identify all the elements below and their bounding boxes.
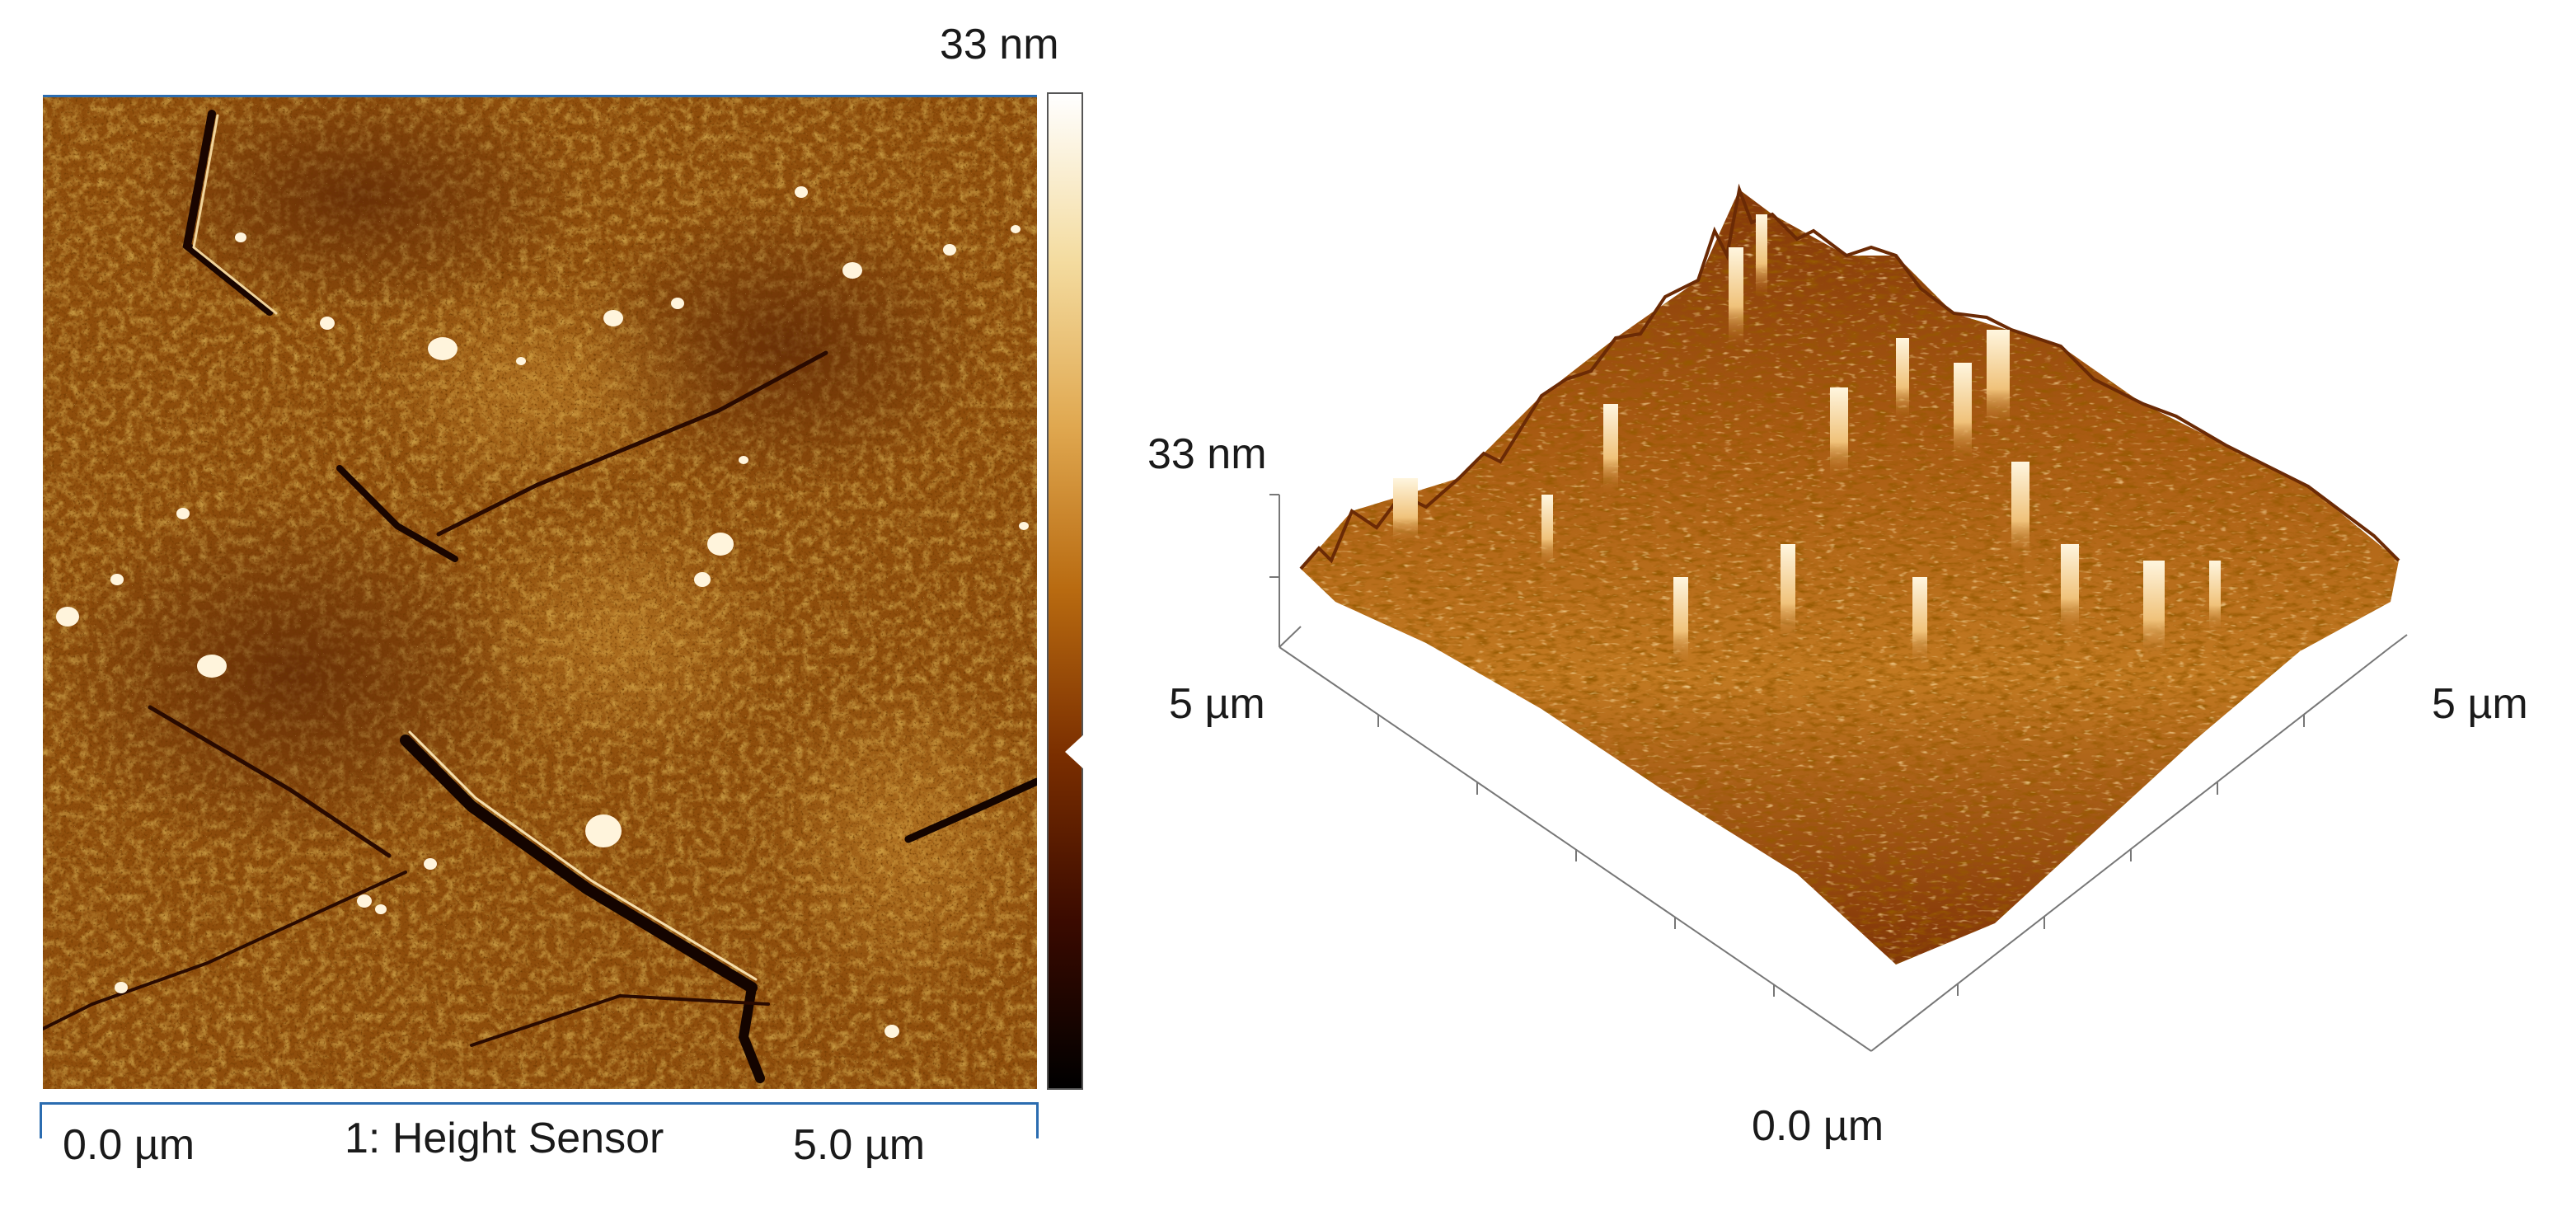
surface-3d-plot [1269, 132, 2448, 1125]
height-map-image [43, 95, 1037, 1089]
colorbar-marker-icon [1065, 732, 1086, 772]
right-axis-label: 5 µm [2432, 680, 2528, 728]
color-scale-bar [1047, 92, 1083, 1090]
origin-label: 0.0 µm [1752, 1102, 1884, 1150]
z-axis-label: 33 nm [1147, 430, 1267, 478]
left-axis-label: 5 µm [1169, 680, 1265, 728]
scale-bracket [40, 1102, 1039, 1138]
x-end-label: 5.0 µm [793, 1121, 926, 1169]
channel-label: 1: Height Sensor [345, 1115, 664, 1162]
x-start-label: 0.0 µm [63, 1121, 195, 1169]
colorbar-max-label: 33 nm [940, 21, 1059, 68]
